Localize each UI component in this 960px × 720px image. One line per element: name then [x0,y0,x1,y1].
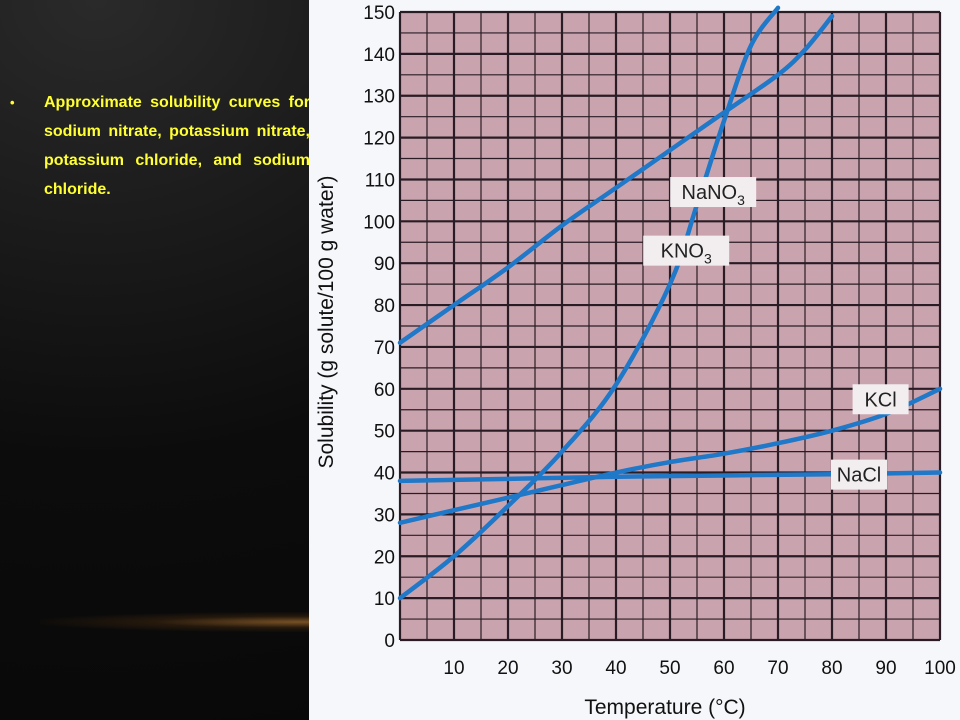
x-tick-label: 50 [659,658,680,679]
y-tick-label: 60 [374,380,395,401]
x-tick-label: 30 [551,658,572,679]
curve-label-kcl: KCl [864,389,896,411]
y-tick-label: 130 [363,87,395,108]
grid-lines [398,10,942,642]
curve-label-nacl: NaCl [837,465,881,487]
y-tick-label: 70 [374,338,395,359]
y-tick-label: 0 [384,631,395,652]
curve-nano3 [397,13,835,345]
curve-label-box [831,459,887,490]
y-tick-label: 20 [374,547,395,568]
caption-text: Approximate solubility curves for sodium… [44,94,310,198]
curve-label-kno3: KNO3 [661,241,712,267]
x-tick-label: 100 [924,658,956,679]
solubility-chart: 0 10 20 30 40 50 60 70 80 90 100 110 120 130 140 150 10 2… [315,3,956,719]
curve-kcl [397,386,943,526]
curve-kno3 [397,5,781,601]
curve-label-nano3: NaNO3 [682,182,746,208]
curve-label-box [643,235,730,266]
decorative-glow [40,612,330,632]
solubility-curves [397,5,943,601]
x-tick-label: 20 [497,658,518,679]
tick-labels: 0 10 20 30 40 50 60 70 80 90 100 110 120 130 140 150 10 2… [363,3,956,679]
y-tick-label: 140 [363,45,395,66]
y-tick-label: 30 [374,505,395,526]
y-tick-label: 120 [363,129,395,150]
curve-label-box [670,177,757,208]
x-tick-label: 70 [767,658,788,679]
caption-block: • Approximate solubility curves for sodi… [10,88,310,204]
y-tick-label: 150 [363,3,395,24]
x-tick-label: 60 [713,658,734,679]
y-tick-label: 40 [374,464,395,485]
solubility-chart-figure: 0 10 20 30 40 50 60 70 80 90 100 110 120 130 140 150 10 2… [309,0,960,720]
y-tick-label: 100 [363,212,395,233]
x-tick-label: 90 [875,658,896,679]
y-tick-label: 80 [374,296,395,317]
x-tick-label: 80 [821,658,842,679]
bullet-icon: • [10,95,15,110]
x-tick-label: 40 [605,658,626,679]
x-axis-label: Temperature (°C) [584,696,745,719]
y-tick-label: 110 [365,170,395,191]
y-tick-label: 50 [374,422,395,443]
y-tick-label: 90 [374,254,395,275]
curve-label-box [852,384,909,415]
y-tick-label: 10 [374,589,395,610]
x-tick-label: 10 [443,658,464,679]
y-axis-label: Solubility (g solute/100 g water) [315,176,338,469]
curve-labels: NaNO3 KNO3 KCl NaCl [643,177,909,490]
